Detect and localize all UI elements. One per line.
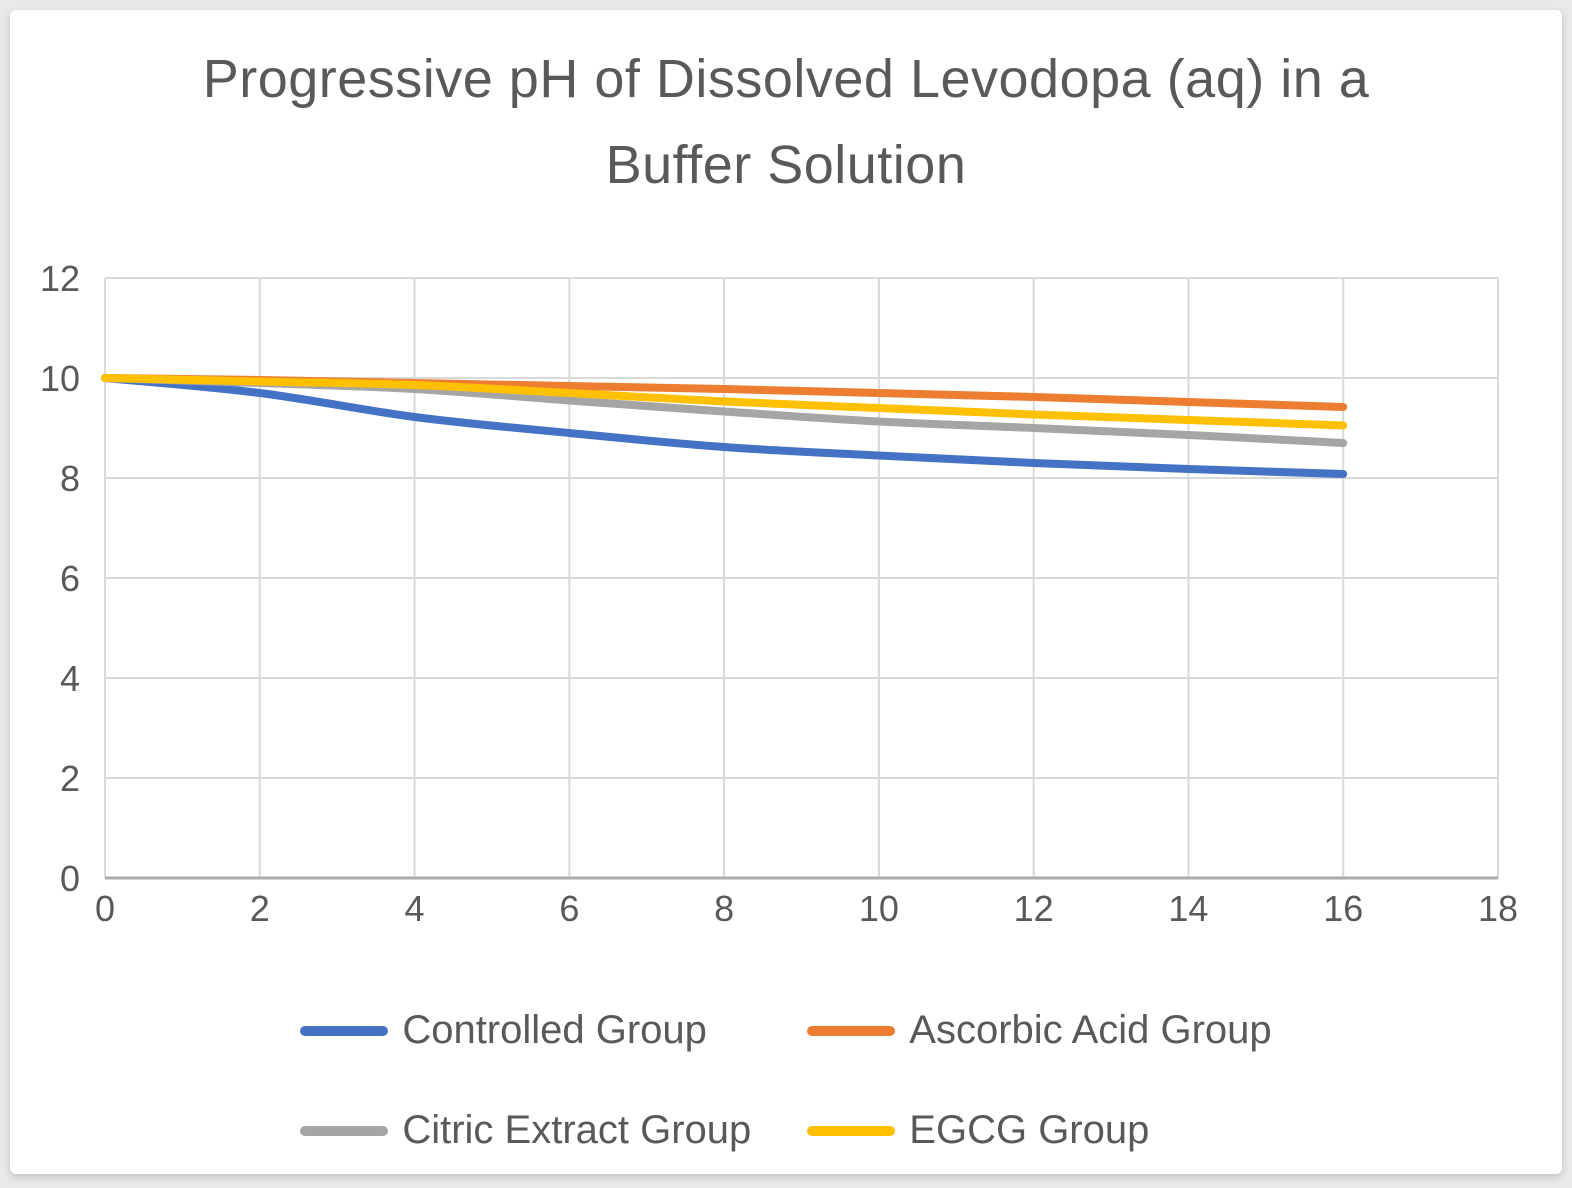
x-tick-label: 8 [714, 888, 734, 929]
chart-title: Progressive pH of Dissolved Levodopa (aq… [10, 10, 1562, 209]
series-line-egcg-group [101, 373, 1348, 430]
chart-legend: Controlled Group Ascorbic Acid Group Cit… [300, 1005, 1272, 1157]
controlled-group-swatch-icon [300, 1025, 389, 1036]
legend-item-citric-extract-group: Citric Extract Group [300, 1105, 751, 1157]
x-tick-label: 0 [95, 888, 115, 929]
egcg-group-swatch-icon [807, 1125, 896, 1136]
chart-card: Progressive pH of Dissolved Levodopa (aq… [10, 10, 1562, 1174]
y-tick-label: 12 [40, 258, 80, 299]
citric-extract-group-swatch-icon [300, 1125, 389, 1136]
x-tick-label: 2 [250, 888, 270, 929]
legend-item-egcg-group: EGCG Group [807, 1105, 1271, 1157]
x-tick-label: 14 [1168, 888, 1208, 929]
x-tick-label: 12 [1014, 888, 1054, 929]
series-line-controlled-group [101, 373, 1348, 478]
y-tick-label: 2 [60, 758, 80, 799]
legend-label: Citric Extract Group [402, 1108, 752, 1153]
legend-item-ascorbic-acid-group: Ascorbic Acid Group [807, 1005, 1272, 1057]
x-tick-label: 6 [559, 888, 579, 929]
y-tick-label: 6 [60, 558, 80, 599]
y-tick-label: 8 [60, 458, 80, 499]
x-tick-label: 16 [1323, 888, 1363, 929]
legend-label: Ascorbic Acid Group [909, 1008, 1272, 1053]
chart-title-line-1: Progressive pH of Dissolved Levodopa (aq… [202, 49, 1370, 109]
y-tick-label: 4 [60, 658, 80, 699]
x-tick-label: 10 [859, 888, 899, 929]
chart-title-line-2: Buffer Solution [605, 135, 967, 196]
legend-label: EGCG Group [909, 1108, 1150, 1153]
legend-item-controlled-group: Controlled Group [300, 1005, 751, 1057]
ph-line-chart: 0 2 4 6 8 10 12 14 16 18 0 2 4 6 8 10 12 [40, 258, 1518, 929]
y-tick-label: 10 [40, 358, 80, 399]
ascorbic-acid-group-swatch-icon [807, 1025, 896, 1036]
legend-label: Controlled Group [402, 1008, 707, 1053]
x-tick-label: 4 [405, 888, 425, 929]
y-tick-label: 0 [60, 858, 80, 899]
x-tick-label: 18 [1478, 888, 1518, 929]
